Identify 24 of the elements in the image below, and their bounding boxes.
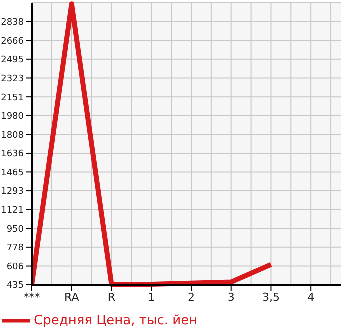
- y-tick-label: 1121: [1, 206, 24, 216]
- y-tick-label: 435: [6, 281, 24, 292]
- x-tick-label: 1: [148, 290, 156, 304]
- y-tick-label: 2838: [1, 18, 24, 28]
- y-tick-label: 950: [6, 224, 24, 235]
- y-tick-label: 2323: [1, 74, 24, 84]
- y-tick-label: 2666: [1, 36, 24, 47]
- y-tick-label: 778: [6, 244, 24, 254]
- x-tick-label: R: [108, 290, 116, 304]
- legend-label: Средняя Цена, тыс. йен: [34, 314, 198, 329]
- x-tick-label: ***: [24, 290, 41, 304]
- x-tick-label: 4: [308, 290, 315, 304]
- x-tick-label: 3,5: [262, 290, 280, 304]
- x-tick-label: RA: [64, 290, 80, 304]
- y-tick-label: 606: [6, 262, 24, 272]
- y-tick-label: 1636: [1, 150, 24, 160]
- x-tick-label: 2: [188, 290, 195, 304]
- y-tick-label: 1465: [1, 168, 24, 178]
- y-tick-label: 1808: [1, 130, 24, 141]
- y-tick-label: 1293: [1, 187, 24, 198]
- y-tick-label: 2495: [1, 56, 24, 66]
- y-tick-label: 2151: [1, 93, 24, 104]
- x-tick-label: 3: [228, 290, 235, 304]
- y-tick-label: 1980: [1, 112, 24, 122]
